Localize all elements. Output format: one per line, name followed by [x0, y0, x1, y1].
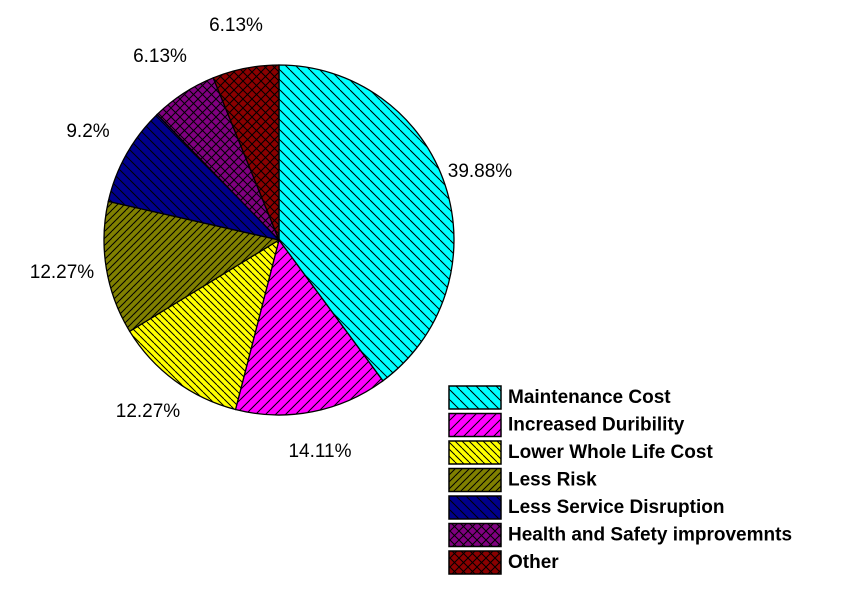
- legend: Maintenance Cost Increased Duribility Lowe…: [448, 385, 792, 575]
- legend-label: Other: [508, 552, 559, 573]
- legend-swatch: [448, 385, 502, 410]
- slice-label-other: 6.13%: [209, 15, 263, 36]
- legend-swatch: [448, 522, 502, 548]
- legend-item-lower-whole-life-cost: Lower Whole Life Cost: [448, 440, 713, 465]
- legend-item-increased-duribility: Increased Duribility: [448, 412, 685, 438]
- slice-label-increased-duribility: 14.11%: [288, 441, 351, 462]
- legend-swatch: [448, 467, 502, 493]
- pie-slice-less-risk: [103, 200, 281, 333]
- slice-labels: 39.88% 14.11% 12.27% 12.27% 9.2% 6.13% 6.13%: [30, 15, 513, 462]
- legend-swatch: [448, 412, 502, 438]
- pie-slice-other: [212, 64, 280, 241]
- legend-swatch: [448, 495, 502, 520]
- legend-swatch: [448, 440, 502, 465]
- slice-label-less-service-disruption: 9.2%: [66, 121, 109, 142]
- pie-slice-lower-whole-life-cost: [128, 238, 281, 411]
- pie-slices: [103, 64, 455, 416]
- pie-slice-maintenance-cost: [278, 64, 455, 382]
- pie-slice-increased-duribility: [234, 238, 384, 416]
- legend-item-less-service-disruption: Less Service Disruption: [448, 495, 724, 520]
- slice-label-health-and-safety-improvemnts: 6.13%: [133, 46, 187, 67]
- legend-item-less-risk: Less Risk: [448, 467, 597, 493]
- legend-label: Increased Duribility: [508, 415, 685, 436]
- slice-label-lower-whole-life-cost: 12.27%: [116, 401, 181, 422]
- legend-swatch: [448, 550, 502, 575]
- legend-label: Maintenance Cost: [508, 387, 671, 408]
- legend-item-other: Other: [448, 550, 559, 575]
- legend-label: Less Service Disruption: [508, 497, 724, 518]
- pie-slice-less-service-disruption: [107, 113, 281, 242]
- slice-label-maintenance-cost: 39.88%: [448, 161, 513, 182]
- slice-label-less-risk: 12.27%: [30, 262, 95, 283]
- legend-label: Health and Safety improvemnts: [508, 525, 792, 546]
- legend-label: Less Risk: [508, 470, 597, 491]
- legend-item-health-and-safety-improvemnts: Health and Safety improvemnts: [448, 522, 792, 548]
- legend-label: Lower Whole Life Cost: [508, 442, 713, 463]
- legend-item-maintenance-cost: Maintenance Cost: [448, 385, 671, 410]
